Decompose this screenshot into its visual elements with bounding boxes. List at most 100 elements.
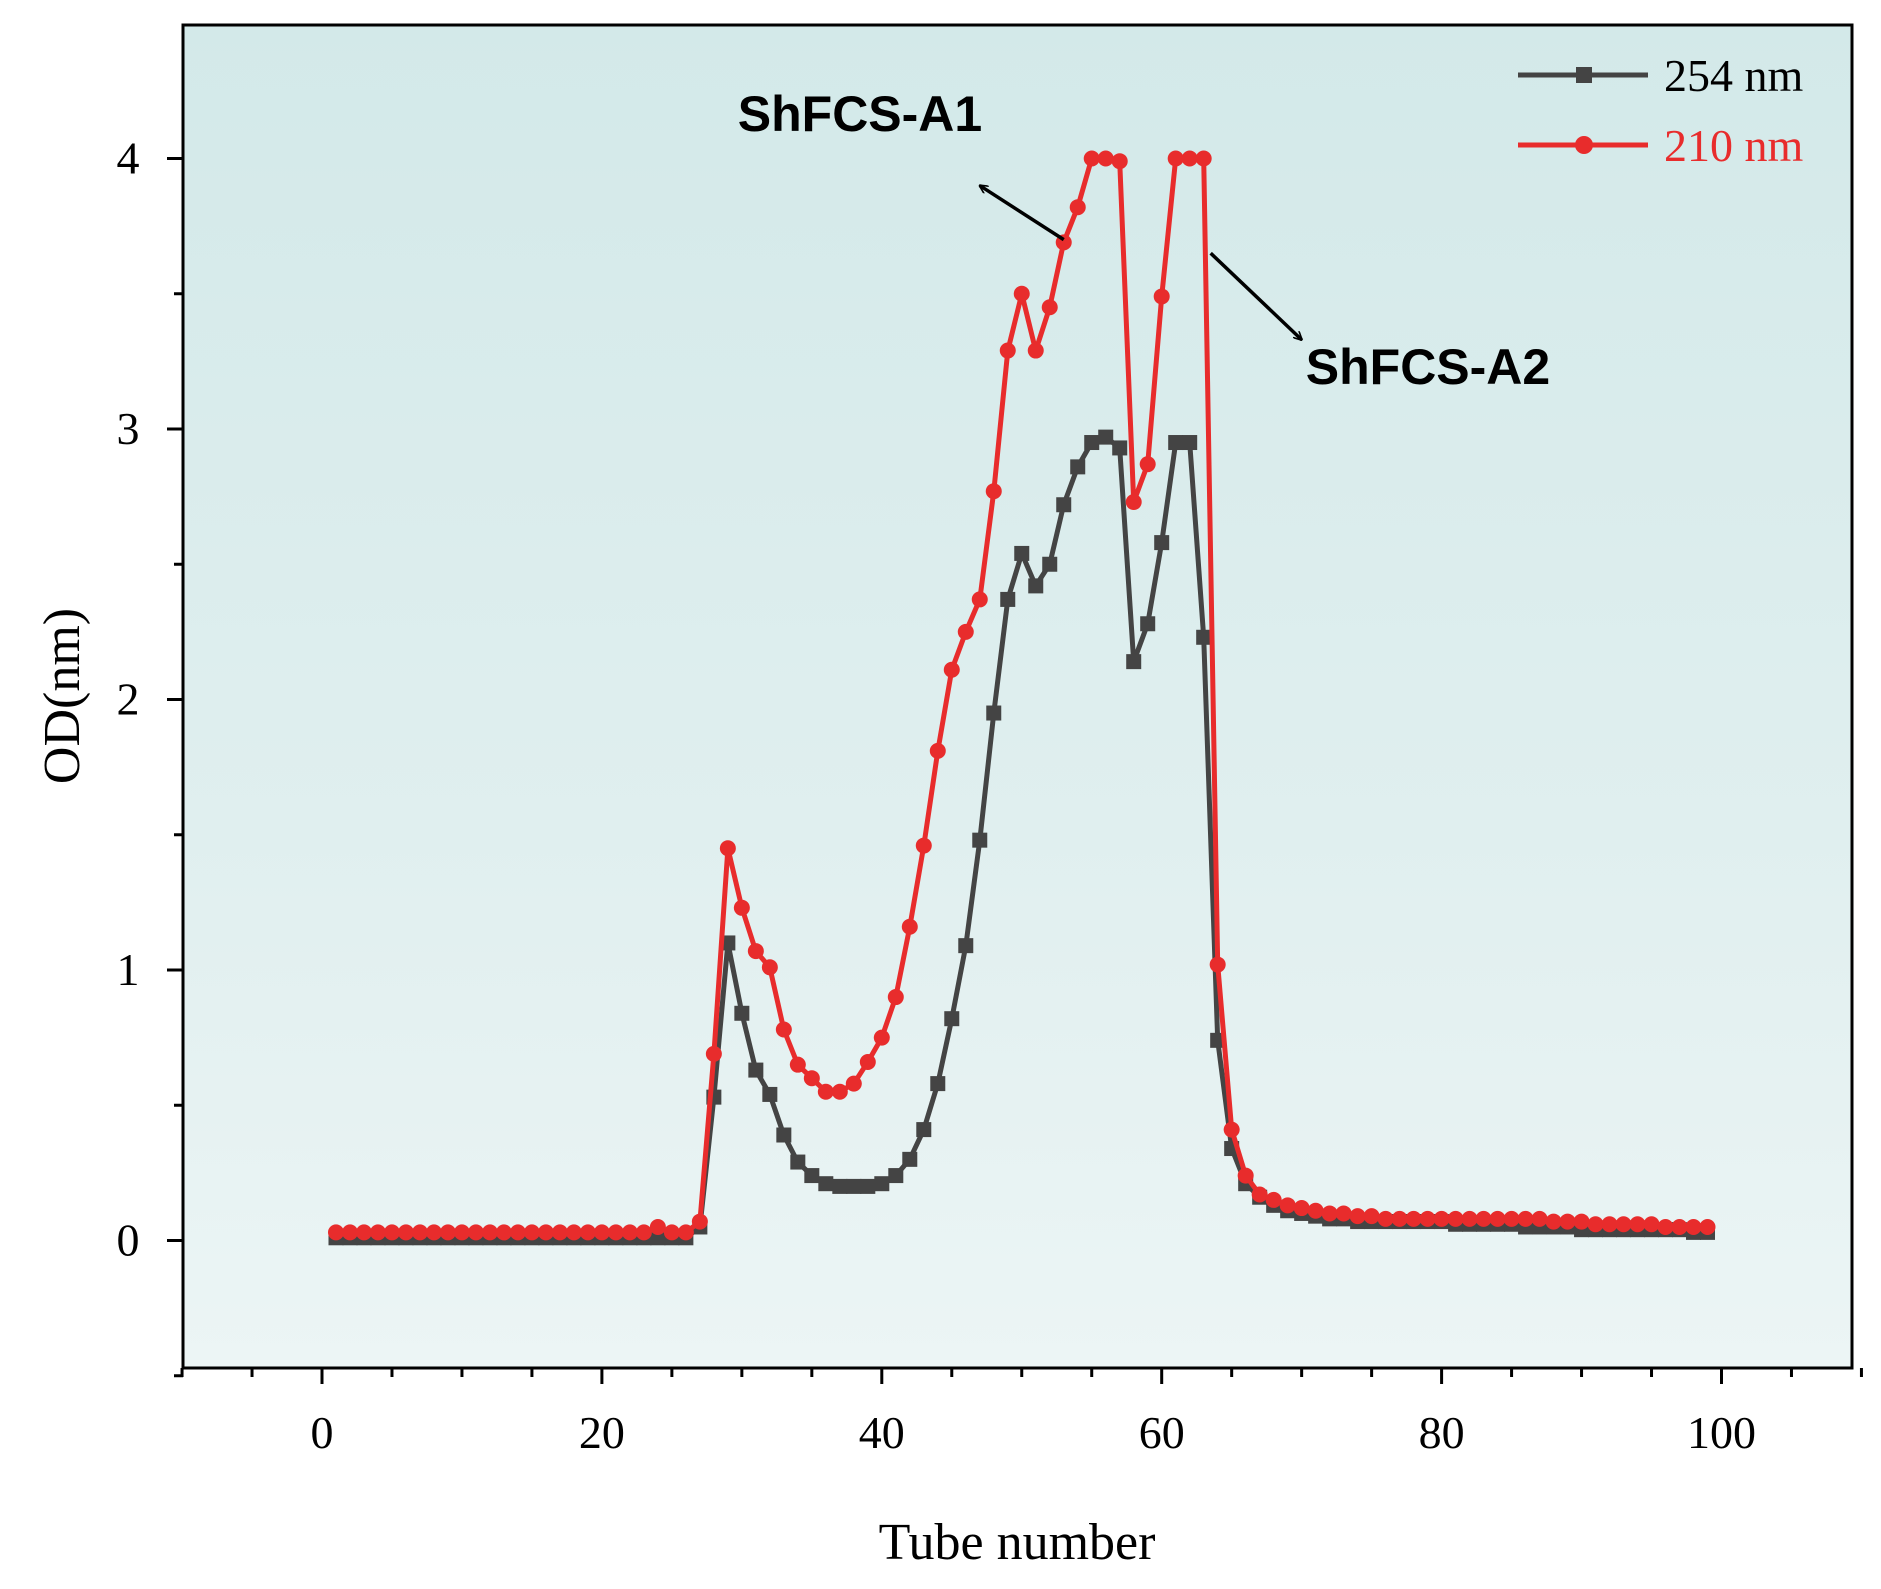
data-point [705, 1045, 722, 1062]
data-point [551, 1224, 568, 1241]
data-point [1139, 456, 1156, 473]
data-point [789, 1056, 806, 1073]
plot-area [181, 23, 1854, 1370]
y-tick-label: 0 [117, 1215, 140, 1266]
legend-item: 254 nm [1518, 50, 1804, 101]
data-point [929, 742, 946, 759]
data-point [999, 342, 1016, 359]
data-point [943, 661, 960, 678]
data-point [1196, 629, 1212, 645]
data-point [1349, 1208, 1366, 1225]
data-point [845, 1075, 862, 1092]
data-point [621, 1224, 638, 1241]
data-point [593, 1224, 610, 1241]
data-point [1265, 1191, 1282, 1208]
data-point [439, 1224, 456, 1241]
x-tick-label: 100 [1687, 1407, 1756, 1458]
data-point [1223, 1121, 1240, 1138]
data-point [1126, 654, 1142, 670]
data-point [1545, 1213, 1562, 1230]
data-point [1461, 1210, 1478, 1227]
data-point [1433, 1210, 1450, 1227]
data-point [888, 1168, 904, 1184]
data-point [1153, 288, 1170, 305]
data-point [958, 938, 974, 954]
data-point [607, 1224, 624, 1241]
data-point [1041, 299, 1058, 316]
data-point [1125, 494, 1142, 511]
annotation-arrow [980, 184, 1065, 242]
data-point [537, 1224, 554, 1241]
data-point [873, 1029, 890, 1046]
data-point [650, 1230, 666, 1246]
data-point [761, 959, 778, 976]
data-point [719, 840, 736, 857]
data-point [1237, 1167, 1254, 1184]
data-point [579, 1224, 596, 1241]
data-point [1027, 342, 1044, 359]
data-point [327, 1224, 344, 1241]
data-point [1643, 1216, 1660, 1233]
data-point [1419, 1210, 1436, 1227]
data-point [790, 1154, 806, 1170]
data-point [1182, 435, 1198, 451]
data-point [747, 943, 764, 960]
legend-item: 210 nm [1518, 120, 1804, 171]
data-point [1195, 150, 1212, 167]
data-point [1070, 459, 1086, 475]
annotation-arrow [1209, 251, 1302, 340]
legend-marker [1576, 67, 1592, 83]
data-point [971, 591, 988, 608]
x-tick-label: 60 [1139, 1407, 1185, 1458]
data-point [859, 1053, 876, 1070]
data-point [1671, 1218, 1688, 1235]
data-point [762, 1086, 778, 1102]
data-point [1391, 1210, 1408, 1227]
data-point [1168, 435, 1184, 451]
data-point [887, 989, 904, 1006]
data-point [691, 1213, 708, 1230]
data-point [915, 837, 932, 854]
data-point [649, 1218, 666, 1235]
data-point [734, 1005, 750, 1021]
data-point [663, 1224, 680, 1241]
data-point [957, 623, 974, 640]
data-point [775, 1021, 792, 1038]
data-point [467, 1224, 484, 1241]
y-tick-label: 2 [117, 674, 140, 725]
y-axis-label: OD(nm) [34, 608, 91, 784]
x-tick-label: 40 [859, 1407, 905, 1458]
data-point [1447, 1210, 1464, 1227]
data-point [874, 1176, 890, 1192]
data-point [1097, 150, 1114, 167]
data-point [1181, 150, 1198, 167]
annotation-label: ShFCS-A2 [1306, 339, 1550, 395]
data-point [1615, 1216, 1632, 1233]
data-point [1307, 1202, 1324, 1219]
x-tick-label: 0 [311, 1407, 334, 1458]
data-point [1013, 285, 1030, 302]
data-point [1083, 150, 1100, 167]
data-point [453, 1224, 470, 1241]
data-point [1069, 199, 1086, 216]
data-point [817, 1083, 834, 1100]
data-point [1531, 1210, 1548, 1227]
y-tick-label: 1 [117, 944, 140, 995]
data-point [635, 1224, 652, 1241]
data-point [831, 1083, 848, 1100]
data-point [803, 1070, 820, 1087]
data-point [383, 1224, 400, 1241]
data-point [1573, 1213, 1590, 1230]
data-point [1098, 429, 1114, 445]
data-point [523, 1224, 540, 1241]
data-point [1629, 1216, 1646, 1233]
data-point [1112, 440, 1128, 456]
legend-label: 210 nm [1664, 120, 1804, 171]
data-point [1000, 591, 1016, 607]
data-point [1601, 1216, 1618, 1233]
data-point [846, 1178, 862, 1194]
data-point [972, 832, 988, 848]
legend-label: 254 nm [1664, 50, 1804, 101]
data-point [1251, 1186, 1268, 1203]
